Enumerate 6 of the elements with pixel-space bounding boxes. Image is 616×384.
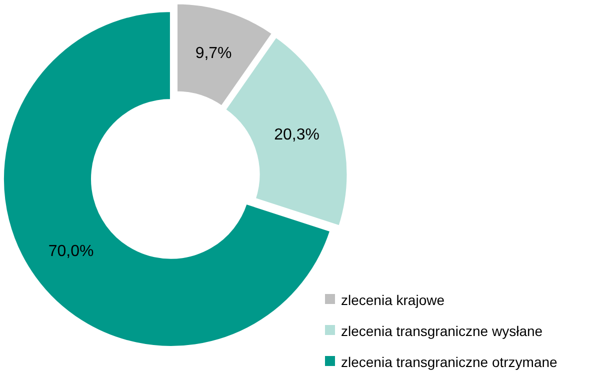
- data-label: 70,0%: [48, 243, 94, 260]
- legend-label: zlecenia transgraniczne wysłane: [341, 323, 543, 339]
- data-label: 20,3%: [274, 126, 320, 144]
- legend-label: zlecenia transgraniczne otrzymane: [341, 354, 558, 370]
- legend-label: zlecenia krajowe: [341, 292, 445, 308]
- data-label: 9,7%: [195, 44, 232, 62]
